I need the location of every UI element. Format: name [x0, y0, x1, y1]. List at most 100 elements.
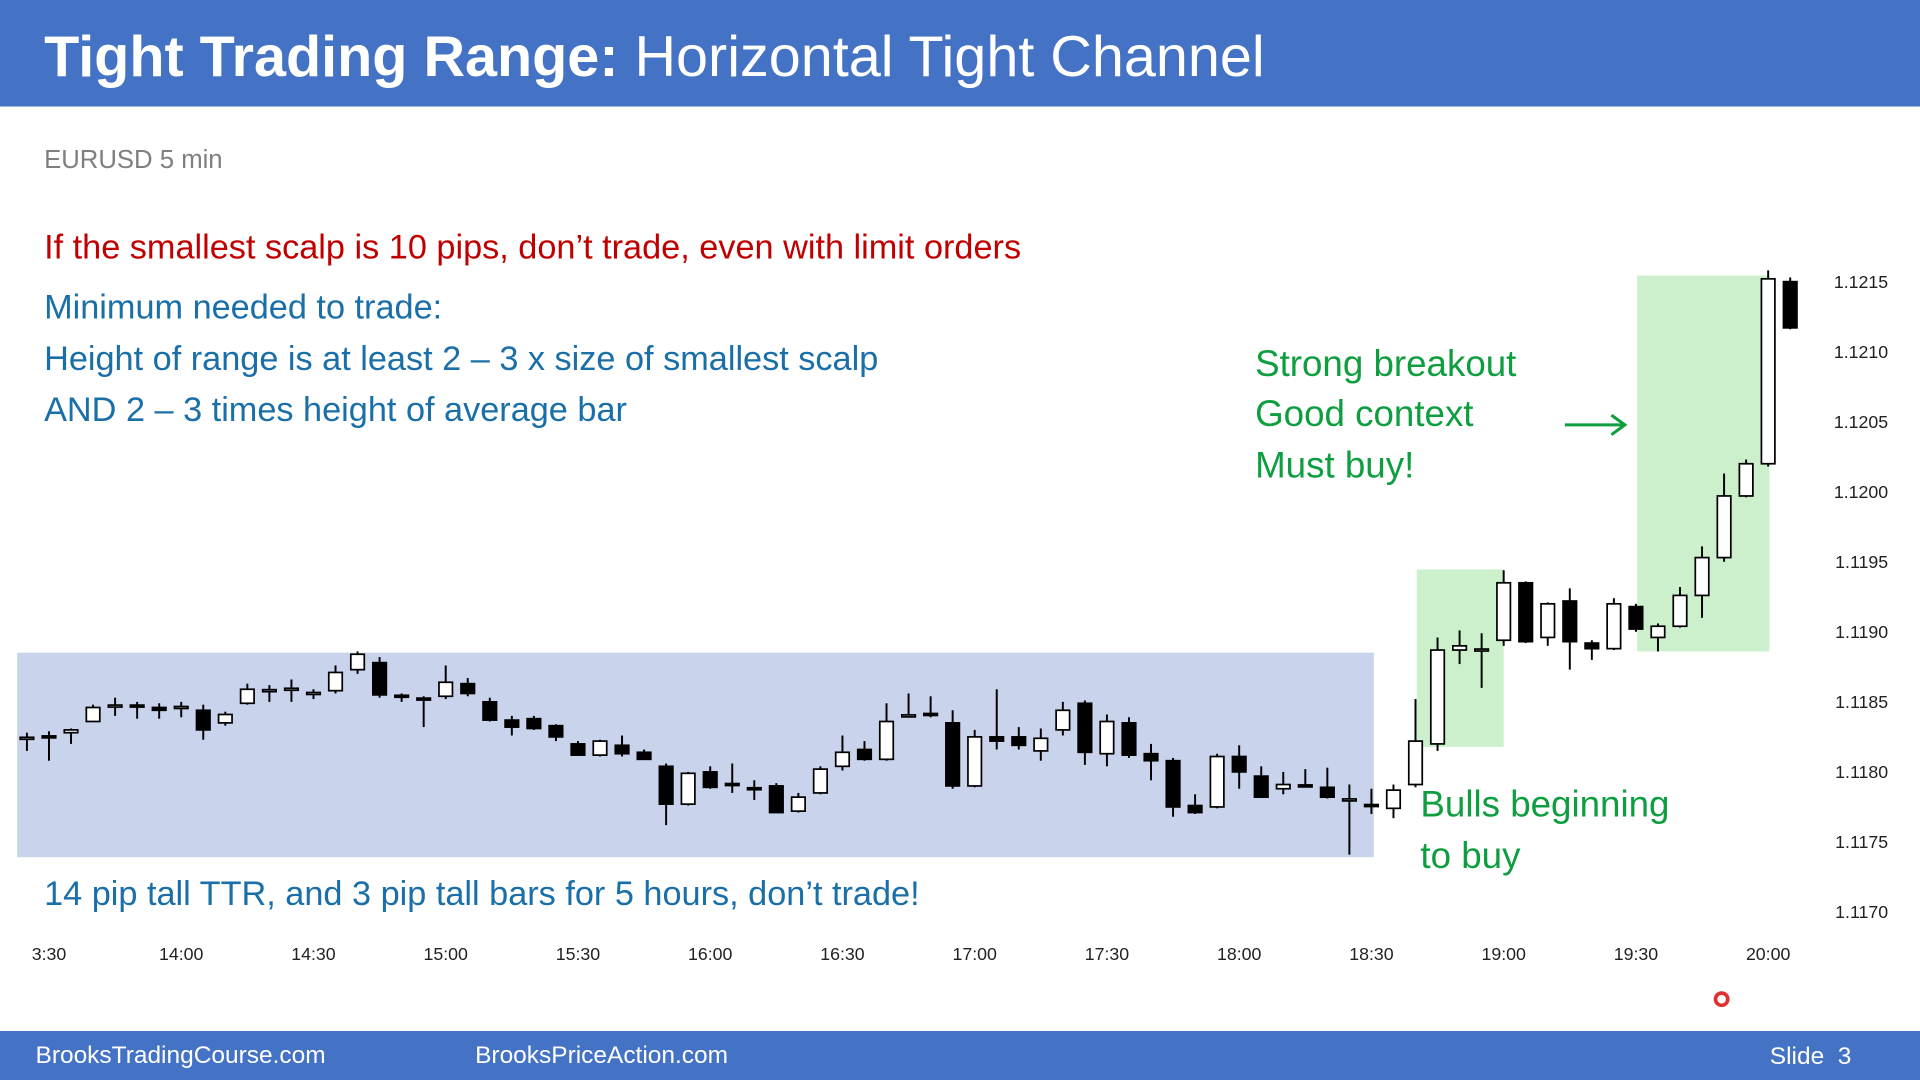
bottom-note: 14 pip tall TTR, and 3 pip tall bars for… [44, 875, 920, 913]
up-body [438, 681, 454, 698]
breakout-note: Good context [1255, 393, 1473, 434]
down-body [129, 704, 145, 708]
down-body [945, 722, 961, 787]
down-body [1297, 784, 1313, 788]
down-body [1011, 736, 1027, 747]
up-body [173, 705, 189, 710]
note-line: Minimum needed to trade: [44, 288, 442, 326]
down-body [1253, 775, 1269, 798]
up-body [1760, 277, 1776, 465]
cursor-dot [1713, 991, 1730, 1008]
up-body [1716, 495, 1732, 559]
up-body [1429, 649, 1446, 745]
y-tick-label: 1.1170 [1835, 902, 1888, 922]
plot: 1.1215 1.1210 1.1205 1.1200 1.1195 1.1190 1.11… [19, 270, 1888, 964]
up-body [1672, 594, 1688, 628]
up-body [878, 720, 895, 761]
x-tick-label: 17:00 [952, 944, 997, 964]
up-body [1055, 709, 1071, 731]
up-body [1496, 581, 1512, 642]
up-body [967, 736, 983, 787]
up-body [1407, 740, 1424, 786]
down-body [1165, 759, 1181, 808]
down-body [482, 701, 498, 721]
down-body [923, 712, 939, 717]
x-tick-label: 19:00 [1481, 944, 1526, 964]
up-body [790, 796, 806, 812]
note-line: Height of range is at least 2 – 3 x size… [44, 340, 878, 378]
down-body [416, 697, 432, 701]
y-tick-label: 1.1205 [1834, 412, 1888, 432]
up-body [1650, 625, 1666, 639]
down-body [746, 786, 762, 791]
up-body [1452, 644, 1468, 651]
title-rest: Horizontal Tight Channel [634, 25, 1264, 89]
up-body [1474, 648, 1490, 652]
range-highlight [17, 652, 1374, 858]
x-tick-label: 16:30 [820, 944, 865, 964]
footer-band [0, 1031, 1920, 1080]
footer-middle: BrooksPriceAction.com [475, 1042, 728, 1069]
footer-left: BrooksTradingCourse.com [36, 1042, 326, 1069]
down-body [1231, 755, 1247, 773]
down-body [768, 785, 784, 814]
up-body [834, 751, 851, 768]
up-body [305, 691, 322, 696]
down-body [1363, 803, 1380, 808]
x-tick-label: 14:30 [291, 944, 336, 964]
bulls-note: Bulls beginning [1420, 784, 1669, 825]
breakout-note: Must buy! [1255, 445, 1414, 486]
y-tick-label: 1.1190 [1835, 622, 1888, 642]
x-tick-label: 20:00 [1746, 944, 1791, 964]
up-body [85, 706, 101, 723]
x-tick-label: 19:30 [1614, 944, 1659, 964]
y-tick-label: 1.1195 [1835, 552, 1888, 572]
down-body [151, 706, 167, 712]
up-body [1099, 720, 1115, 755]
down-body [1187, 804, 1203, 814]
y-tick-label: 1.1185 [1835, 692, 1888, 712]
y-tick-label: 1.1210 [1834, 342, 1888, 362]
up-body [812, 768, 828, 794]
y-tick-label: 1.1215 [1834, 272, 1888, 292]
down-body [195, 709, 211, 731]
down-body [1319, 786, 1335, 798]
down-body [526, 717, 542, 730]
up-body [1738, 462, 1754, 497]
down-body [372, 661, 388, 696]
x-tick-label: 18:00 [1217, 944, 1262, 964]
down-body [1077, 702, 1093, 754]
y-tick-label: 1.1180 [1835, 762, 1888, 782]
down-body [460, 682, 476, 695]
x-tick-label: 14:00 [159, 944, 204, 964]
subtitle: EURUSD 5 min [44, 146, 223, 174]
down-body [658, 765, 674, 805]
note-line: AND 2 – 3 times height of average bar [44, 391, 627, 429]
arrow [1564, 413, 1628, 436]
up-body [1606, 602, 1622, 650]
down-body [1121, 722, 1137, 756]
up-body [107, 704, 123, 708]
footer-slide: Slide 3 [1770, 1043, 1852, 1070]
down-body [1562, 600, 1578, 643]
x-tick-label: 18:30 [1349, 944, 1394, 964]
down-body [504, 719, 520, 728]
x-tick-label: 15:30 [556, 944, 601, 964]
header-title: Tight Trading Range: Horizontal Tight Ch… [44, 25, 1265, 89]
down-body [1584, 642, 1600, 650]
up-body [1540, 602, 1556, 639]
up-body [680, 772, 696, 805]
up-body [217, 713, 233, 724]
down-body [702, 771, 718, 789]
y-tick-label: 1.1175 [1835, 832, 1888, 852]
up-body [1385, 789, 1402, 810]
up-body [1694, 556, 1710, 597]
up-body [1341, 798, 1357, 802]
down-body [1782, 280, 1798, 329]
up-body [19, 736, 35, 741]
title-bold: Tight Trading Range: [44, 25, 618, 89]
x-tick-label: 17:30 [1085, 944, 1130, 964]
